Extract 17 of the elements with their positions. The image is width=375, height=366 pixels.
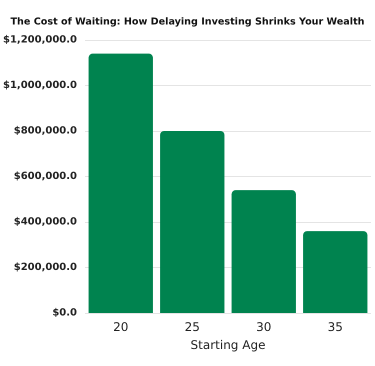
- bar: [303, 231, 368, 313]
- x-tick-label: 20: [113, 320, 128, 334]
- bar: [232, 190, 296, 313]
- x-axis-title: Starting Age: [190, 338, 266, 352]
- y-tick-label: $1,200,000.0: [2, 34, 78, 46]
- bar: [160, 131, 224, 313]
- y-tick-label: $800,000.0: [14, 126, 78, 136]
- y-tick-label: $0.0: [52, 308, 78, 318]
- x-tick-label: 35: [328, 320, 343, 334]
- chart-title: The Cost of Waiting: How Delaying Investing Shrinks Your Wealth: [10, 16, 365, 28]
- y-tick-label: $400,000.0: [14, 216, 78, 228]
- x-tick-label: 30: [256, 320, 272, 334]
- y-tick-label: $600,000.0: [14, 171, 78, 182]
- y-tick-label: $1,000,000.0: [2, 80, 78, 91]
- x-tick-label: 25: [184, 320, 200, 334]
- y-tick-label: $200,000.0: [14, 262, 78, 273]
- bar: [88, 54, 153, 313]
